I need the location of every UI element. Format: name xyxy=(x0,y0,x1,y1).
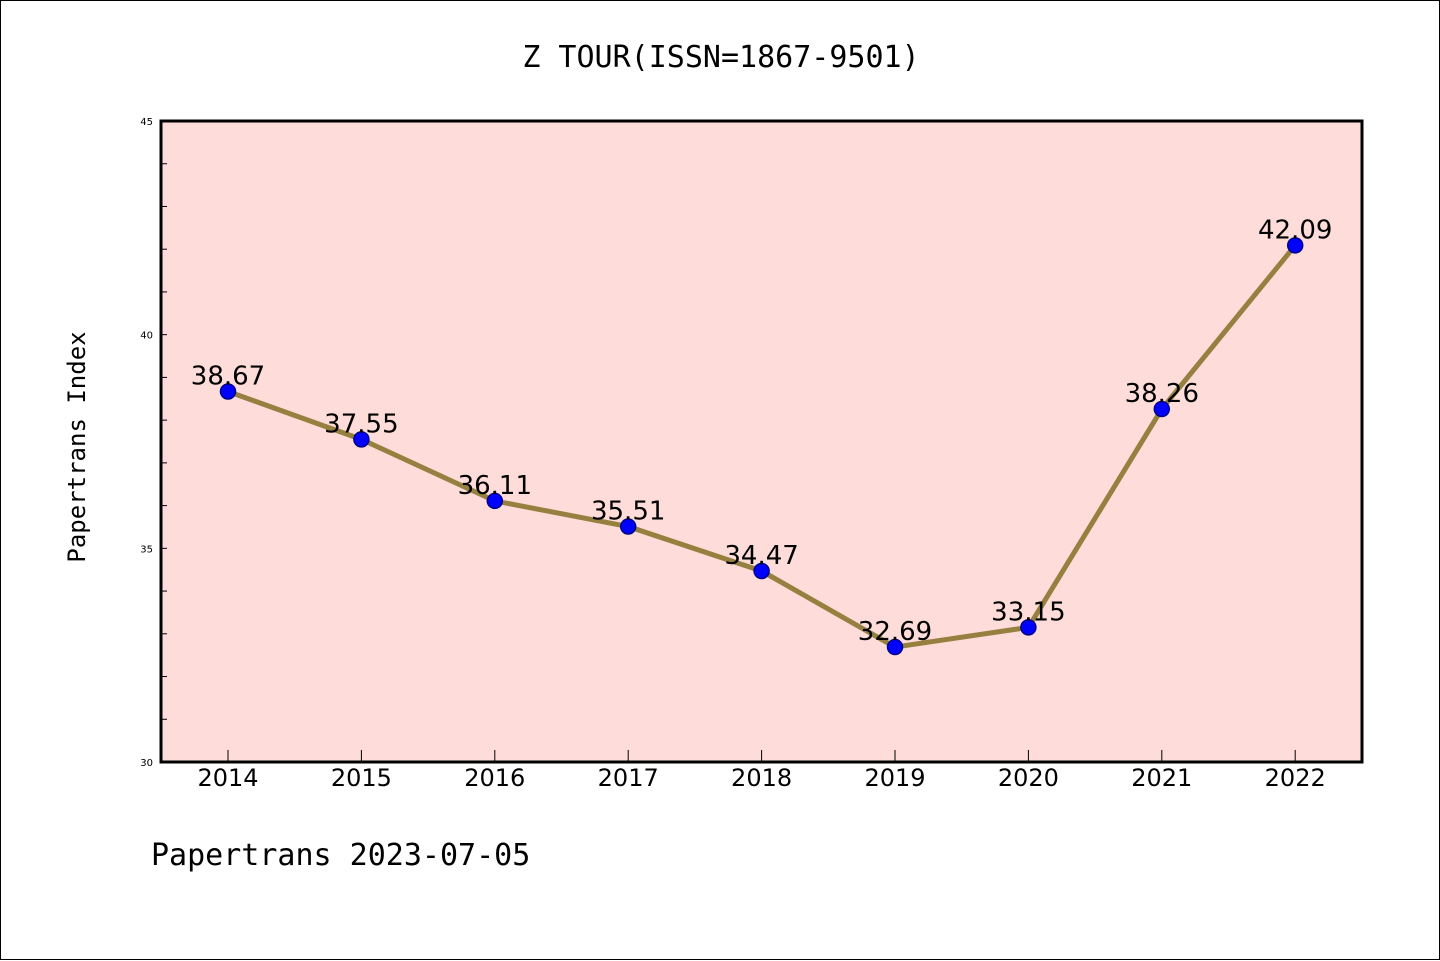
x-tick-label: 2014 xyxy=(197,764,258,792)
data-point-marker xyxy=(219,383,237,400)
y-tick-label: 35 xyxy=(140,544,153,555)
data-label: 34.47 xyxy=(724,541,798,571)
data-label: 32.69 xyxy=(858,617,932,647)
data-point-marker xyxy=(753,562,770,580)
x-tick-label: 2019 xyxy=(864,764,925,792)
x-tick-label: 2022 xyxy=(1265,764,1326,792)
data-markers xyxy=(219,237,1304,656)
plot-area xyxy=(161,121,1362,762)
footer-source-date: Papertrans 2023-07-05 xyxy=(151,838,530,873)
data-labels: 38.67 37.55 36.11 35.51 34.47 32.69 33.15 38.26… xyxy=(191,215,1333,647)
y-tick-label: 40 xyxy=(140,331,153,342)
x-tick-label: 2021 xyxy=(1131,764,1192,792)
x-tick-label: 2017 xyxy=(598,764,659,792)
data-label: 33.15 xyxy=(991,597,1065,627)
x-tick-label: 2015 xyxy=(331,764,392,792)
data-point-marker xyxy=(1286,237,1304,254)
data-point-marker xyxy=(619,518,637,535)
data-point-marker xyxy=(486,492,504,510)
x-tick-label: 2018 xyxy=(731,764,792,792)
y-axis-label: Papertrans Index xyxy=(63,331,91,562)
data-label: 42.09 xyxy=(1258,215,1332,245)
x-tick-label: 2020 xyxy=(998,764,1059,792)
data-label: 38.67 xyxy=(191,362,265,392)
x-axis-ticks: 2014 2015 2016 2017 2018 2019 2020 2021 2022 xyxy=(197,750,1326,792)
data-point-marker xyxy=(353,431,370,448)
plot-border xyxy=(159,119,1364,764)
data-label: 35.51 xyxy=(591,497,665,527)
chart-title: Z TOUR(ISSN=1867-9501) xyxy=(522,40,919,75)
data-label: 37.55 xyxy=(324,409,398,439)
data-point-marker xyxy=(1153,400,1171,418)
y-tick-label: 45 xyxy=(140,117,153,128)
data-label: 38.26 xyxy=(1125,379,1199,409)
y-tick-label: 30 xyxy=(140,758,153,769)
data-point-marker xyxy=(1020,619,1037,636)
data-label: 36.11 xyxy=(458,471,532,501)
x-tick-label: 2016 xyxy=(464,764,525,792)
data-point-marker xyxy=(886,638,904,656)
